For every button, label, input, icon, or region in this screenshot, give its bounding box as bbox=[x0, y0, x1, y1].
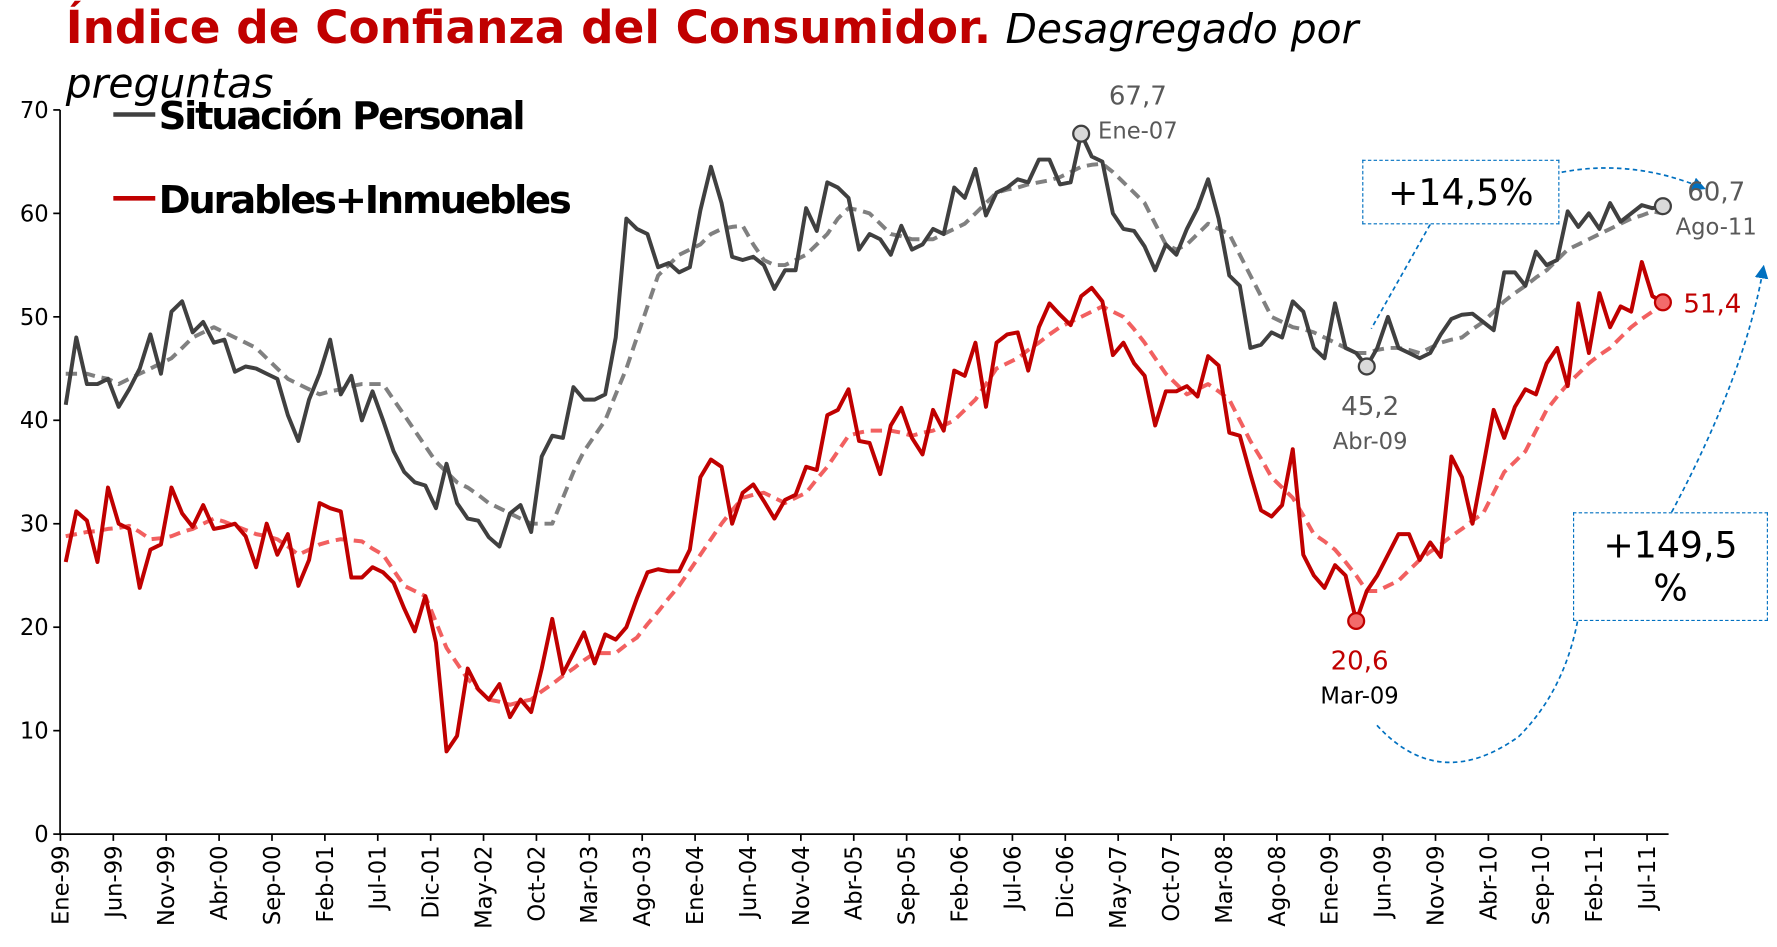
x-tick-label: Nov-09 bbox=[1423, 845, 1449, 926]
x-tick-label: Oct-07 bbox=[1159, 845, 1185, 921]
annotation-box: +149,5 % bbox=[1573, 512, 1768, 622]
x-tick-label: Ene-99 bbox=[48, 845, 74, 925]
legend-label: Situación Personal bbox=[159, 94, 524, 139]
value-label: 51,4 bbox=[1683, 290, 1741, 320]
value-label: 45,2 bbox=[1341, 392, 1399, 422]
x-tick-label: Ago-03 bbox=[630, 845, 656, 926]
y-tick-label: 60 bbox=[20, 201, 49, 227]
point-marker bbox=[1653, 293, 1672, 312]
trend-line bbox=[65, 304, 1664, 707]
y-tick-label: 20 bbox=[20, 615, 49, 641]
x-tick-label: Feb-06 bbox=[947, 845, 973, 922]
chart-title: Índice de Confianza del Consumidor. bbox=[65, 2, 992, 55]
x-tick-label: Sep-10 bbox=[1529, 845, 1555, 925]
x-tick-label: Ene-09 bbox=[1318, 845, 1344, 925]
x-tick-label: Dic-06 bbox=[1053, 845, 1079, 918]
x-tick-label: Nov-04 bbox=[789, 845, 815, 926]
series-line bbox=[63, 131, 1664, 549]
legend-label: Durables+Inmuebles bbox=[159, 178, 571, 223]
point-marker bbox=[1072, 124, 1091, 143]
point-marker bbox=[1653, 197, 1672, 216]
x-tick-label: Jul-11 bbox=[1635, 845, 1661, 911]
x-tick-label: Jun-09 bbox=[1371, 845, 1397, 919]
chart-subtitle: Desagregado por preguntas bbox=[65, 6, 1359, 108]
point-marker bbox=[1357, 357, 1376, 376]
x-tick-label: Nov-99 bbox=[154, 845, 180, 926]
x-tick-label: Feb-01 bbox=[313, 845, 339, 922]
y-tick-label: 40 bbox=[20, 408, 49, 434]
arrow bbox=[1370, 223, 1431, 330]
y-tick-label: 50 bbox=[20, 305, 49, 331]
arrows bbox=[1370, 167, 1769, 764]
date-label: Abr-09 bbox=[1333, 429, 1408, 455]
y-tick-label: 70 bbox=[20, 98, 49, 124]
date-label: Ene-07 bbox=[1098, 118, 1178, 144]
value-label: 20,6 bbox=[1331, 647, 1389, 677]
value-label: 67,7 bbox=[1109, 81, 1167, 111]
y-tick-label: 0 bbox=[34, 822, 48, 848]
annotation-box: +14,5% bbox=[1362, 159, 1560, 225]
x-tick-label: Sep-00 bbox=[260, 845, 286, 925]
x-tick-label: Abr-05 bbox=[842, 845, 868, 920]
x-tick-label: Jun-99 bbox=[101, 845, 127, 919]
x-tick-label: May-02 bbox=[471, 845, 497, 928]
x-tick-label: Jul-06 bbox=[1000, 845, 1026, 911]
x-tick-label: Ago-08 bbox=[1265, 845, 1291, 926]
x-tick-label: Mar-03 bbox=[577, 845, 603, 923]
x-tick-label: Dic-01 bbox=[419, 845, 445, 918]
x-tick-label: Mar-08 bbox=[1212, 845, 1238, 923]
x-tick-label: Oct-02 bbox=[524, 845, 550, 921]
arrow bbox=[1670, 264, 1769, 513]
x-tick-label: May-07 bbox=[1106, 845, 1132, 928]
date-label: Mar-09 bbox=[1320, 684, 1398, 710]
arrow bbox=[1376, 620, 1579, 764]
x-tick-label: Feb-11 bbox=[1582, 845, 1608, 922]
x-tick-label: Jul-01 bbox=[366, 845, 392, 911]
date-label: Ago-11 bbox=[1676, 214, 1757, 240]
x-tick-label: Sep-05 bbox=[895, 845, 921, 925]
y-tick-label: 30 bbox=[20, 512, 49, 538]
arrow bbox=[1561, 167, 1706, 191]
point-marker bbox=[1347, 611, 1366, 631]
x-tick-label: Abr-00 bbox=[207, 845, 233, 920]
x-tick-label: Ene-04 bbox=[683, 845, 709, 925]
title-block: Índice de Confianza del Consumidor. Desa… bbox=[66, 2, 1494, 111]
x-tick-label: Abr-10 bbox=[1476, 845, 1502, 920]
value-label: 60,7 bbox=[1687, 177, 1745, 207]
y-tick-label: 10 bbox=[20, 719, 49, 745]
series-line bbox=[63, 260, 1664, 754]
x-tick-label: Jun-04 bbox=[736, 845, 762, 919]
